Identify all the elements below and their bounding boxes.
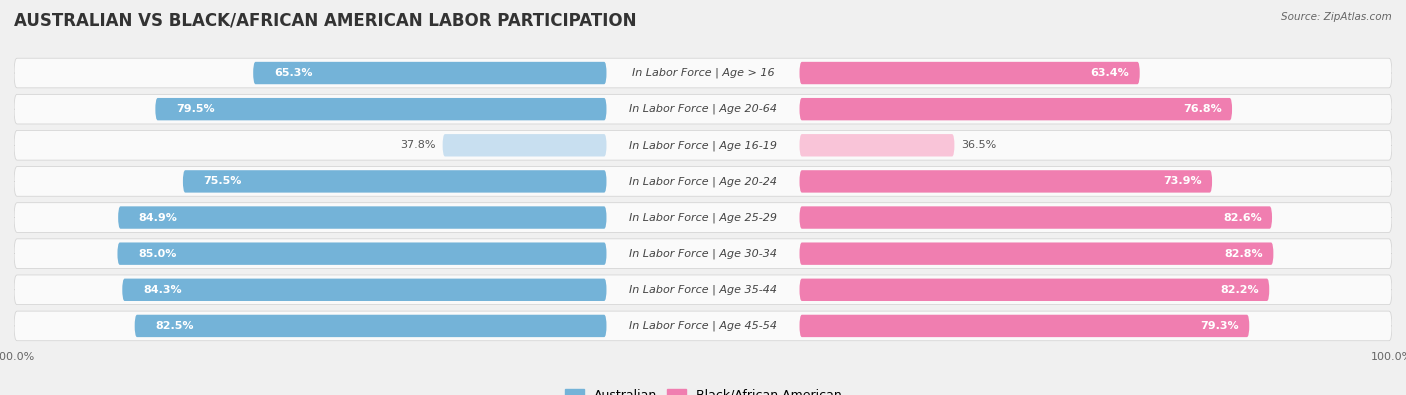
FancyBboxPatch shape — [800, 170, 1212, 193]
FancyBboxPatch shape — [800, 206, 1272, 229]
Text: 84.3%: 84.3% — [143, 285, 181, 295]
Text: 76.8%: 76.8% — [1182, 104, 1222, 114]
Text: 37.8%: 37.8% — [401, 140, 436, 150]
Text: In Labor Force | Age 25-29: In Labor Force | Age 25-29 — [628, 212, 778, 223]
FancyBboxPatch shape — [800, 98, 1232, 120]
Text: AUSTRALIAN VS BLACK/AFRICAN AMERICAN LABOR PARTICIPATION: AUSTRALIAN VS BLACK/AFRICAN AMERICAN LAB… — [14, 12, 637, 30]
Text: 82.5%: 82.5% — [155, 321, 194, 331]
Text: Source: ZipAtlas.com: Source: ZipAtlas.com — [1281, 12, 1392, 22]
FancyBboxPatch shape — [800, 62, 1140, 84]
FancyBboxPatch shape — [155, 98, 606, 120]
Text: 73.9%: 73.9% — [1163, 177, 1202, 186]
Text: In Labor Force | Age 30-34: In Labor Force | Age 30-34 — [628, 248, 778, 259]
FancyBboxPatch shape — [14, 58, 1392, 88]
FancyBboxPatch shape — [800, 315, 1250, 337]
Text: In Labor Force | Age 35-44: In Labor Force | Age 35-44 — [628, 284, 778, 295]
FancyBboxPatch shape — [800, 243, 1274, 265]
Text: In Labor Force | Age > 16: In Labor Force | Age > 16 — [631, 68, 775, 78]
Text: 65.3%: 65.3% — [274, 68, 312, 78]
Text: 85.0%: 85.0% — [138, 249, 176, 259]
Text: 63.4%: 63.4% — [1091, 68, 1129, 78]
FancyBboxPatch shape — [122, 278, 606, 301]
FancyBboxPatch shape — [800, 134, 955, 156]
FancyBboxPatch shape — [183, 170, 606, 193]
Legend: Australian, Black/African American: Australian, Black/African American — [560, 384, 846, 395]
Text: 82.2%: 82.2% — [1220, 285, 1258, 295]
FancyBboxPatch shape — [14, 275, 1392, 305]
Text: In Labor Force | Age 20-64: In Labor Force | Age 20-64 — [628, 104, 778, 115]
Text: 82.6%: 82.6% — [1223, 213, 1261, 222]
Text: 84.9%: 84.9% — [139, 213, 177, 222]
Text: 79.5%: 79.5% — [176, 104, 215, 114]
FancyBboxPatch shape — [800, 278, 1270, 301]
Text: In Labor Force | Age 20-24: In Labor Force | Age 20-24 — [628, 176, 778, 187]
FancyBboxPatch shape — [14, 130, 1392, 160]
FancyBboxPatch shape — [14, 311, 1392, 341]
Text: 79.3%: 79.3% — [1201, 321, 1239, 331]
Text: 82.8%: 82.8% — [1225, 249, 1263, 259]
FancyBboxPatch shape — [253, 62, 606, 84]
FancyBboxPatch shape — [14, 203, 1392, 232]
FancyBboxPatch shape — [14, 94, 1392, 124]
FancyBboxPatch shape — [14, 239, 1392, 269]
Text: 36.5%: 36.5% — [962, 140, 997, 150]
FancyBboxPatch shape — [118, 206, 606, 229]
Text: In Labor Force | Age 45-54: In Labor Force | Age 45-54 — [628, 321, 778, 331]
FancyBboxPatch shape — [135, 315, 606, 337]
Text: In Labor Force | Age 16-19: In Labor Force | Age 16-19 — [628, 140, 778, 150]
FancyBboxPatch shape — [443, 134, 606, 156]
FancyBboxPatch shape — [117, 243, 606, 265]
Text: 75.5%: 75.5% — [204, 177, 242, 186]
FancyBboxPatch shape — [14, 167, 1392, 196]
